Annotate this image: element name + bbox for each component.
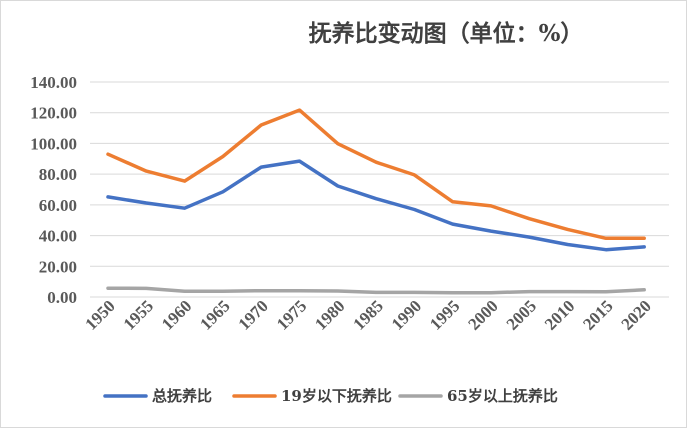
x-tick-label: 2000 xyxy=(464,296,501,333)
x-tick-label: 1960 xyxy=(158,296,195,333)
series-lines xyxy=(106,108,646,295)
legend-label: 19岁以下抚养比 xyxy=(281,387,392,405)
x-tick-label: 1975 xyxy=(273,296,310,333)
y-tick-label: 80.00 xyxy=(39,165,77,184)
legend: 总抚养比 19岁以下抚养比 65岁以上抚养比 xyxy=(103,387,558,405)
y-tick-label: 140.00 xyxy=(30,73,77,92)
x-tick-label: 1950 xyxy=(81,296,118,333)
x-tick-label: 1955 xyxy=(120,296,157,333)
series-line-1 xyxy=(106,159,646,252)
series-line-3 xyxy=(106,286,646,295)
x-tick-label: 1970 xyxy=(235,296,272,333)
y-tick-label: 100.00 xyxy=(30,134,77,153)
x-tick-label: 1965 xyxy=(196,296,233,333)
y-tick-label: 40.00 xyxy=(39,227,77,246)
x-tick-label: 2005 xyxy=(503,296,540,333)
x-tick-label: 2010 xyxy=(541,296,578,333)
y-tick-label: 20.00 xyxy=(39,257,77,276)
x-tick-label: 2020 xyxy=(618,296,655,333)
legend-label: 总抚养比 xyxy=(152,387,212,405)
x-axis-tick-labels: 1950 1955 1960 1965 1970 1975 1980 1985 1990 1995… xyxy=(81,296,655,333)
x-tick-label: 1980 xyxy=(311,296,348,333)
x-tick-label: 1995 xyxy=(426,296,463,333)
x-tick-label: 1990 xyxy=(388,296,425,333)
y-axis-tick-labels: 0.00 20.00 40.00 60.00 80.00 100.00 120.00 140.… xyxy=(30,73,77,307)
x-tick-label: 1985 xyxy=(349,296,386,333)
chart-title: 抚养比变动图（单位：%） xyxy=(309,20,584,47)
y-tick-label: 60.00 xyxy=(39,196,77,215)
x-tick-label: 2015 xyxy=(579,296,616,333)
series-line-2 xyxy=(106,108,646,241)
legend-label: 65岁以上抚养比 xyxy=(447,387,558,405)
y-tick-label: 0.00 xyxy=(47,288,77,307)
y-tick-label: 120.00 xyxy=(30,104,77,123)
gridlines xyxy=(90,81,669,298)
